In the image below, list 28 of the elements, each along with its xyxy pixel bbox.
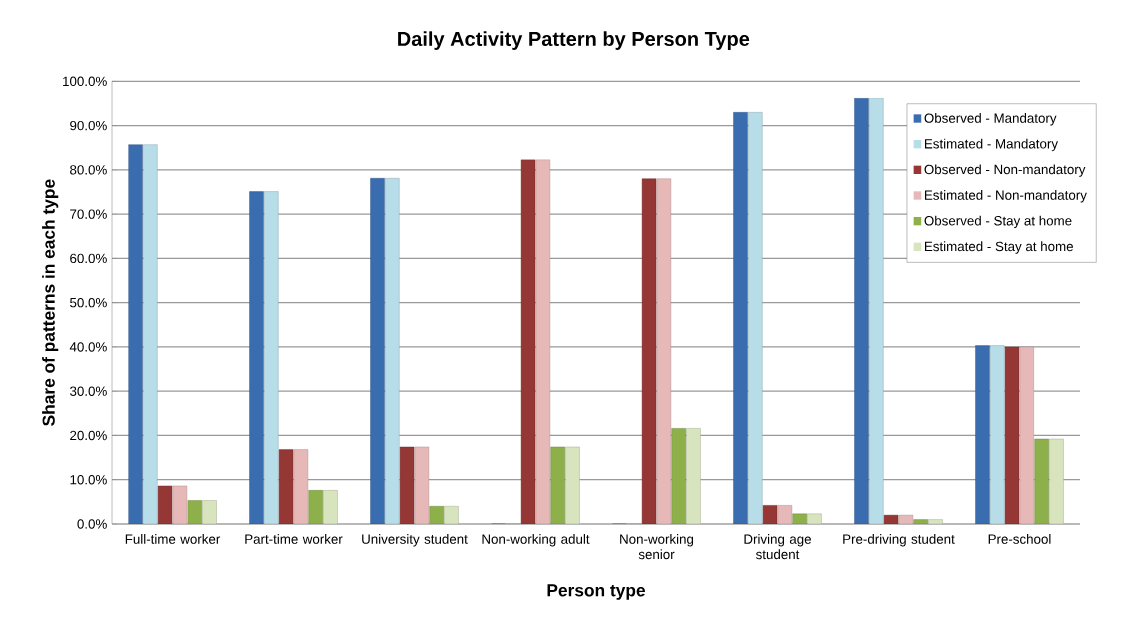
y-tick-label: 10.0% <box>70 475 107 485</box>
x-tick-label: Non-working adult <box>482 534 590 547</box>
y-tick-label: 50.0% <box>70 297 107 308</box>
legend-label: Observed - Non-mandatory <box>924 164 1086 177</box>
y-tick-label: 40.0% <box>69 342 107 352</box>
x-axis-title: Person type <box>547 584 645 600</box>
x-tick-label: Pre-school <box>988 534 1051 544</box>
x-tick-label: Full-time worker <box>125 534 221 544</box>
chart-title: Daily Activity Pattern by Person Type <box>398 31 750 50</box>
y-tick-label: 20.0% <box>70 430 107 441</box>
x-tick-label: Non-working senior <box>620 534 694 560</box>
x-tick-label: Part-time worker <box>245 534 343 544</box>
legend-label: Estimated - Stay at home <box>924 241 1073 254</box>
y-tick-label: 90.0% <box>70 120 107 131</box>
y-tick-label: 80.0% <box>70 165 107 175</box>
y-axis-title: Share of patterns in each type <box>42 179 59 426</box>
y-tick-label: 60.0% <box>70 253 107 264</box>
legend-label: Estimated - Non-mandatory <box>924 190 1087 203</box>
legend-label: Observed - Mandatory <box>924 113 1057 126</box>
legend-label: Observed - Stay at home <box>924 215 1072 229</box>
y-tick-label: 30.0% <box>69 386 107 396</box>
x-tick-label: Driving age student <box>744 534 811 560</box>
y-tick-label: 0.0% <box>77 519 107 529</box>
x-tick-label: University student <box>362 534 468 547</box>
y-tick-label: 70.0% <box>70 209 107 219</box>
x-tick-label: Pre-driving student <box>843 534 955 547</box>
y-tick-label: 100.0% <box>63 76 107 87</box>
legend-label: Estimated - Mandatory <box>924 138 1058 152</box>
